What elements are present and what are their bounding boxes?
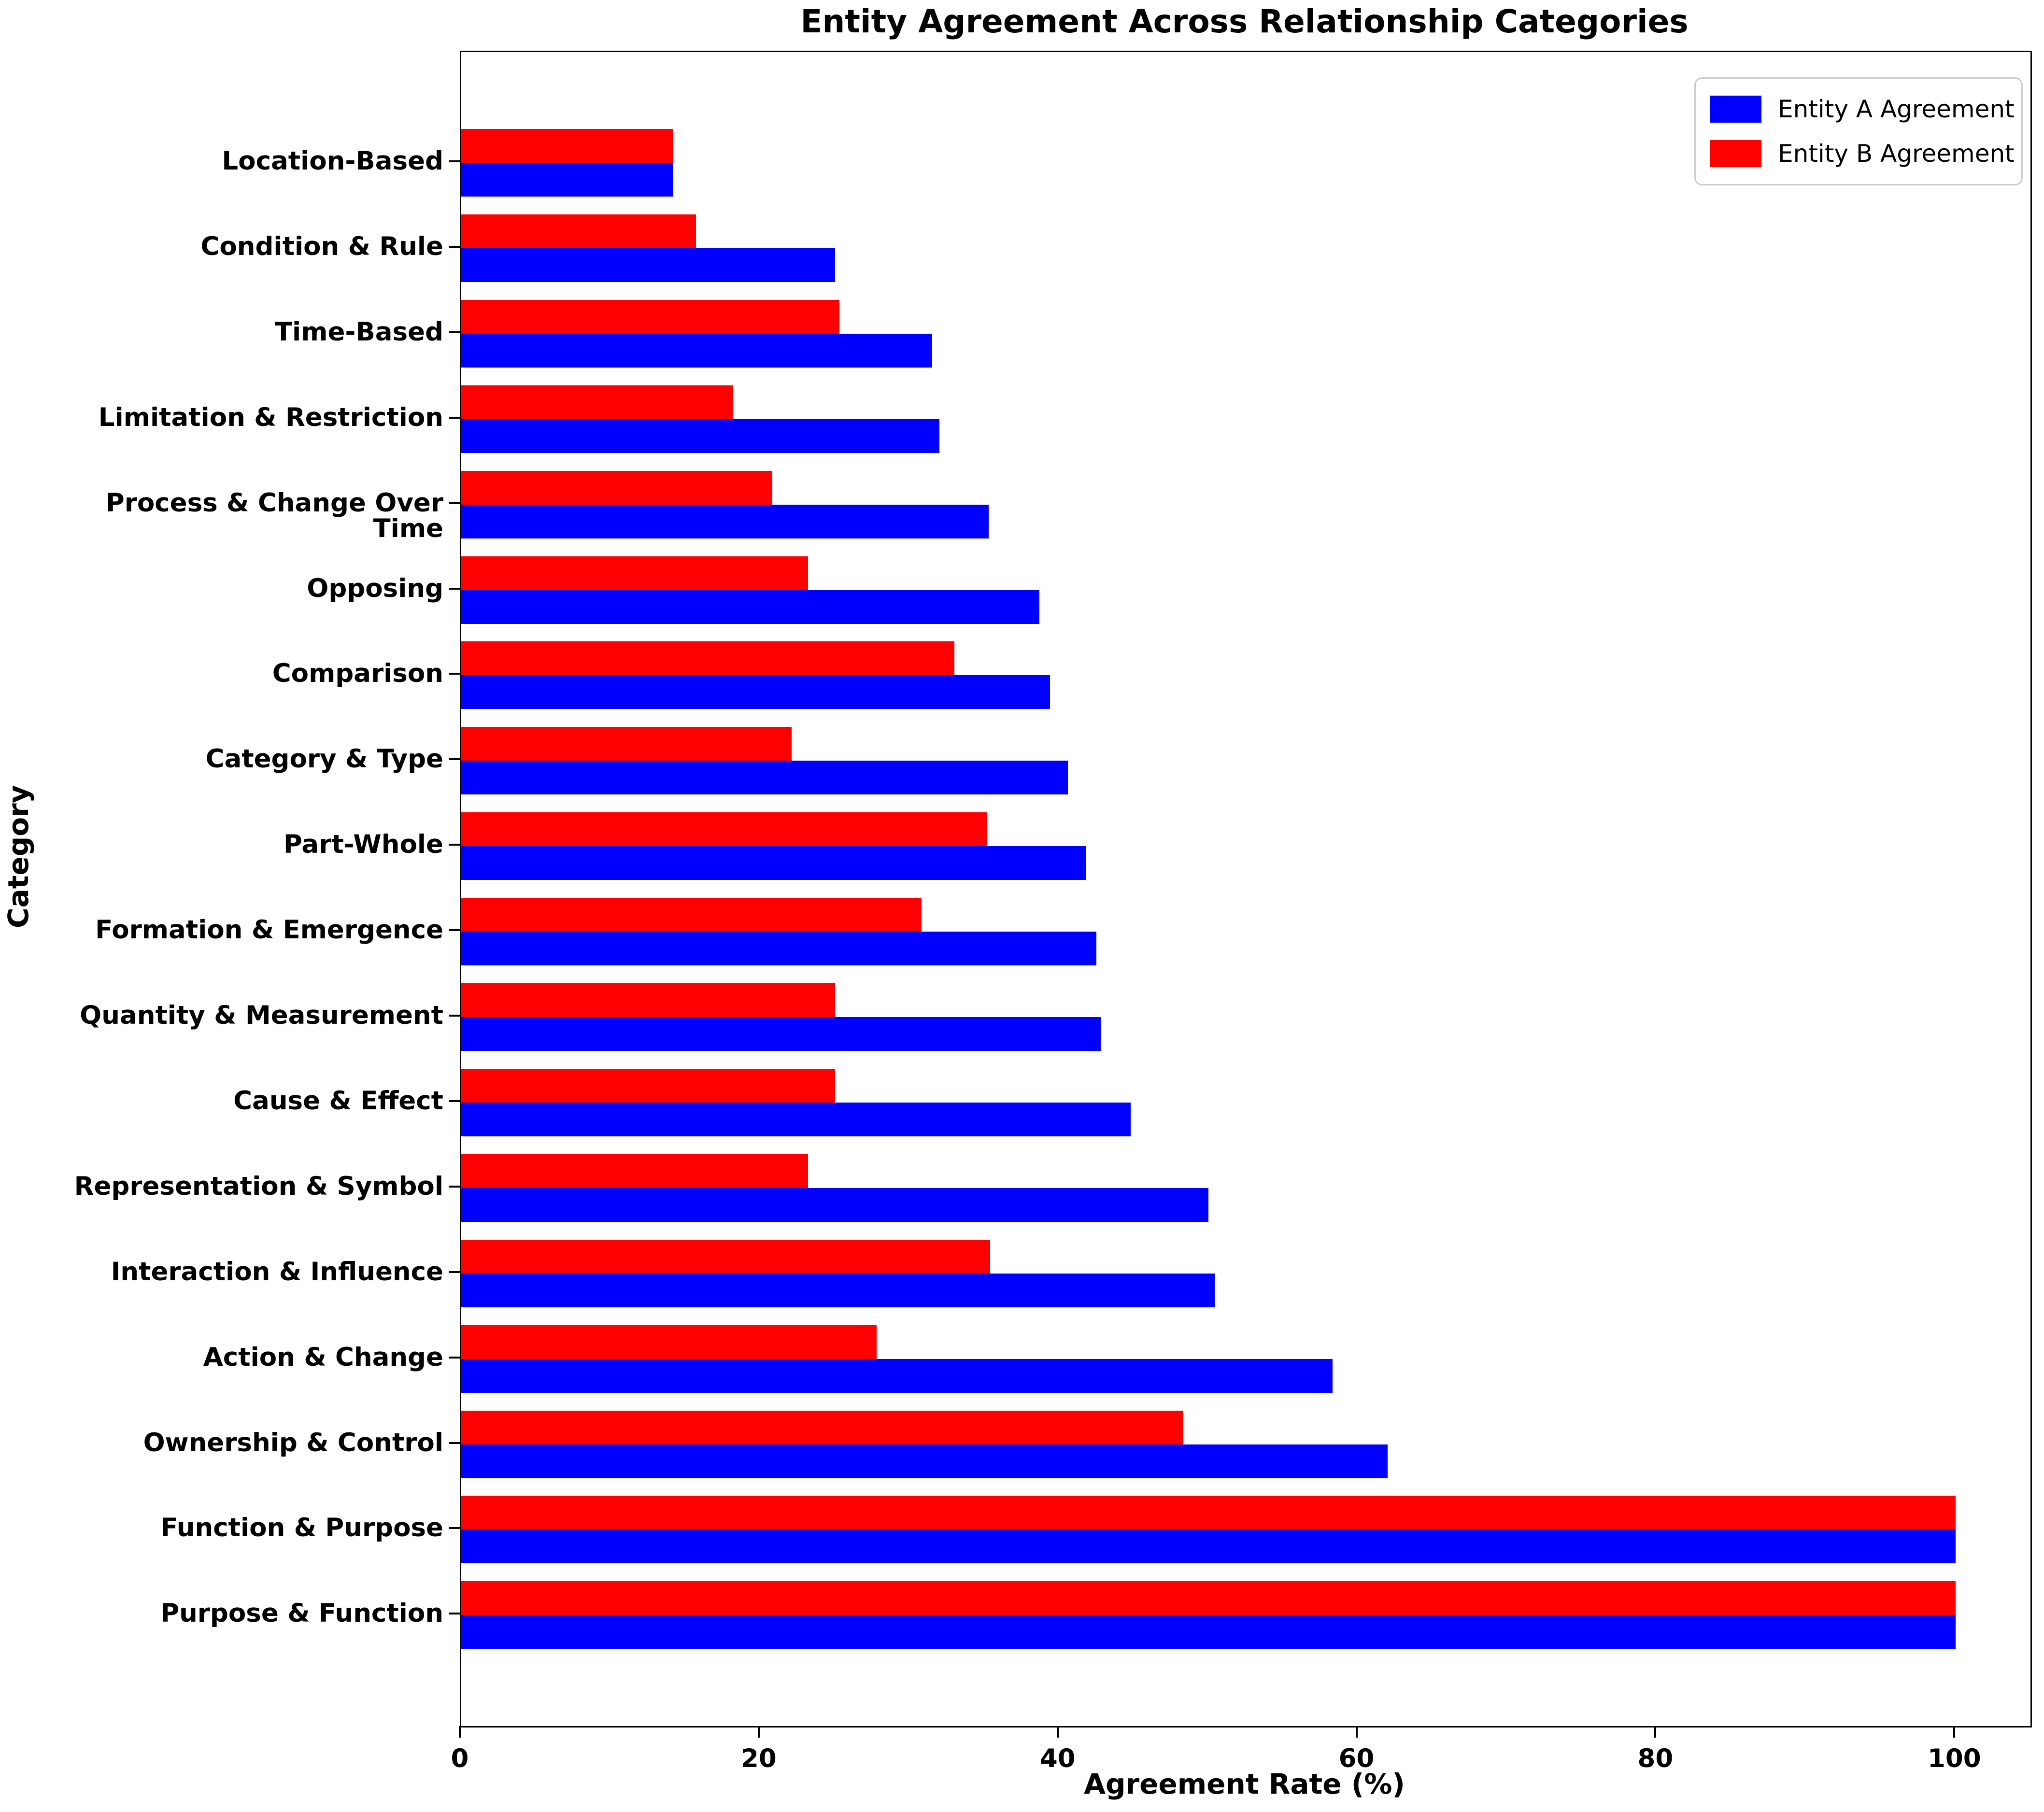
x-tick-label-40: 40 xyxy=(1039,1744,1076,1773)
x-tick-0 xyxy=(459,1726,461,1738)
bar-entity-b-2 xyxy=(461,299,839,334)
bar-entity-b-8 xyxy=(461,812,988,847)
category-label-8: Part-Whole xyxy=(284,830,443,860)
category-label-16: Function & Purpose xyxy=(160,1513,443,1543)
plot-area xyxy=(460,51,2032,1727)
bar-entity-b-15 xyxy=(461,1410,1183,1444)
y-tick-14 xyxy=(449,1356,460,1359)
bar-entity-a-6 xyxy=(461,675,1050,709)
bar-entity-a-8 xyxy=(461,846,1086,880)
bar-entity-b-11 xyxy=(461,1068,835,1103)
category-label-15: Ownership & Control xyxy=(143,1428,443,1458)
category-label-5: Opposing xyxy=(307,573,443,603)
entity-a-swatch-icon xyxy=(1710,96,1761,123)
bar-entity-a-4 xyxy=(461,504,989,538)
x-tick-label-60: 60 xyxy=(1338,1744,1375,1773)
y-tick-17 xyxy=(449,1613,460,1615)
bar-entity-b-7 xyxy=(461,727,792,761)
chart-title: Entity Agreement Across Relationship Cat… xyxy=(800,3,1689,40)
bar-entity-b-1 xyxy=(461,214,696,248)
bar-entity-a-12 xyxy=(461,1188,1209,1222)
category-label-3: Limitation & Restriction xyxy=(98,402,443,432)
bar-entity-a-11 xyxy=(461,1102,1131,1136)
bar-entity-a-14 xyxy=(461,1359,1333,1393)
category-label-13: Interaction & Influence xyxy=(111,1257,443,1287)
category-label-6: Comparison xyxy=(272,659,443,689)
bar-entity-a-9 xyxy=(461,932,1097,966)
category-label-4: Process & Change Over Time xyxy=(105,488,443,543)
x-axis-label: Agreement Rate (%) xyxy=(1084,1768,1405,1800)
bar-entity-b-4 xyxy=(461,470,772,505)
bar-entity-b-5 xyxy=(461,556,808,590)
y-tick-1 xyxy=(449,245,460,248)
category-label-1: Condition & Rule xyxy=(200,231,443,261)
x-tick-label-20: 20 xyxy=(740,1744,777,1773)
y-tick-11 xyxy=(449,1100,460,1102)
legend-item-entity-b: Entity B Agreement xyxy=(1710,140,2015,168)
y-tick-16 xyxy=(449,1527,460,1529)
x-tick-100 xyxy=(1953,1726,1956,1738)
bar-entity-b-3 xyxy=(461,385,734,419)
bar-entity-b-16 xyxy=(461,1496,1956,1530)
bar-entity-b-17 xyxy=(461,1581,1956,1615)
y-tick-3 xyxy=(449,416,460,419)
y-tick-10 xyxy=(449,1015,460,1017)
category-label-12: Representation & Symbol xyxy=(74,1171,443,1201)
bar-entity-a-15 xyxy=(461,1444,1388,1478)
category-label-9: Formation & Emergence xyxy=(95,915,443,945)
bar-entity-a-1 xyxy=(461,248,835,282)
y-axis-label: Category xyxy=(2,785,35,928)
category-label-7: Category & Type xyxy=(205,744,443,774)
legend: Entity A Agreement Entity B Agreement xyxy=(1694,77,2023,185)
category-label-2: Time-Based xyxy=(274,317,443,347)
legend-item-entity-a: Entity A Agreement xyxy=(1710,95,2015,123)
y-tick-12 xyxy=(449,1185,460,1188)
x-tick-label-0: 0 xyxy=(451,1744,469,1773)
bar-entity-b-13 xyxy=(461,1239,991,1274)
bar-entity-a-10 xyxy=(461,1017,1101,1051)
y-tick-15 xyxy=(449,1442,460,1444)
y-tick-7 xyxy=(449,758,460,761)
bar-entity-a-16 xyxy=(461,1529,1956,1564)
category-label-17: Purpose & Function xyxy=(160,1599,443,1628)
legend-label-entity-a: Entity A Agreement xyxy=(1778,95,2015,123)
bar-entity-a-3 xyxy=(461,419,940,453)
bar-entity-a-0 xyxy=(461,163,674,197)
y-tick-5 xyxy=(449,587,460,590)
bar-entity-a-2 xyxy=(461,333,932,368)
y-tick-13 xyxy=(449,1271,460,1273)
bar-entity-b-9 xyxy=(461,898,922,932)
entity-b-swatch-icon xyxy=(1710,140,1761,167)
y-tick-9 xyxy=(449,929,460,932)
x-tick-label-80: 80 xyxy=(1637,1744,1674,1773)
y-tick-4 xyxy=(449,502,460,504)
bar-entity-a-13 xyxy=(461,1273,1215,1307)
category-label-11: Cause & Effect xyxy=(233,1086,443,1116)
bar-entity-b-0 xyxy=(461,129,674,163)
category-label-14: Action & Change xyxy=(203,1342,443,1372)
bar-entity-a-5 xyxy=(461,590,1040,624)
bar-entity-b-12 xyxy=(461,1154,808,1188)
y-tick-0 xyxy=(449,160,460,162)
x-tick-label-100: 100 xyxy=(1927,1744,1981,1773)
category-label-0: Location-Based xyxy=(222,146,443,176)
y-tick-8 xyxy=(449,844,460,846)
bar-entity-b-10 xyxy=(461,983,835,1017)
x-tick-60 xyxy=(1355,1726,1358,1738)
bar-entity-a-7 xyxy=(461,761,1068,795)
legend-label-entity-b: Entity B Agreement xyxy=(1778,140,2015,168)
x-tick-40 xyxy=(1056,1726,1059,1738)
x-tick-20 xyxy=(757,1726,760,1738)
bar-entity-b-14 xyxy=(461,1325,877,1359)
y-tick-2 xyxy=(449,331,460,333)
y-tick-6 xyxy=(449,673,460,675)
bar-entity-b-6 xyxy=(461,641,955,676)
bar-entity-a-17 xyxy=(461,1615,1956,1649)
category-label-10: Quantity & Measurement xyxy=(80,1001,443,1030)
x-tick-80 xyxy=(1654,1726,1657,1738)
